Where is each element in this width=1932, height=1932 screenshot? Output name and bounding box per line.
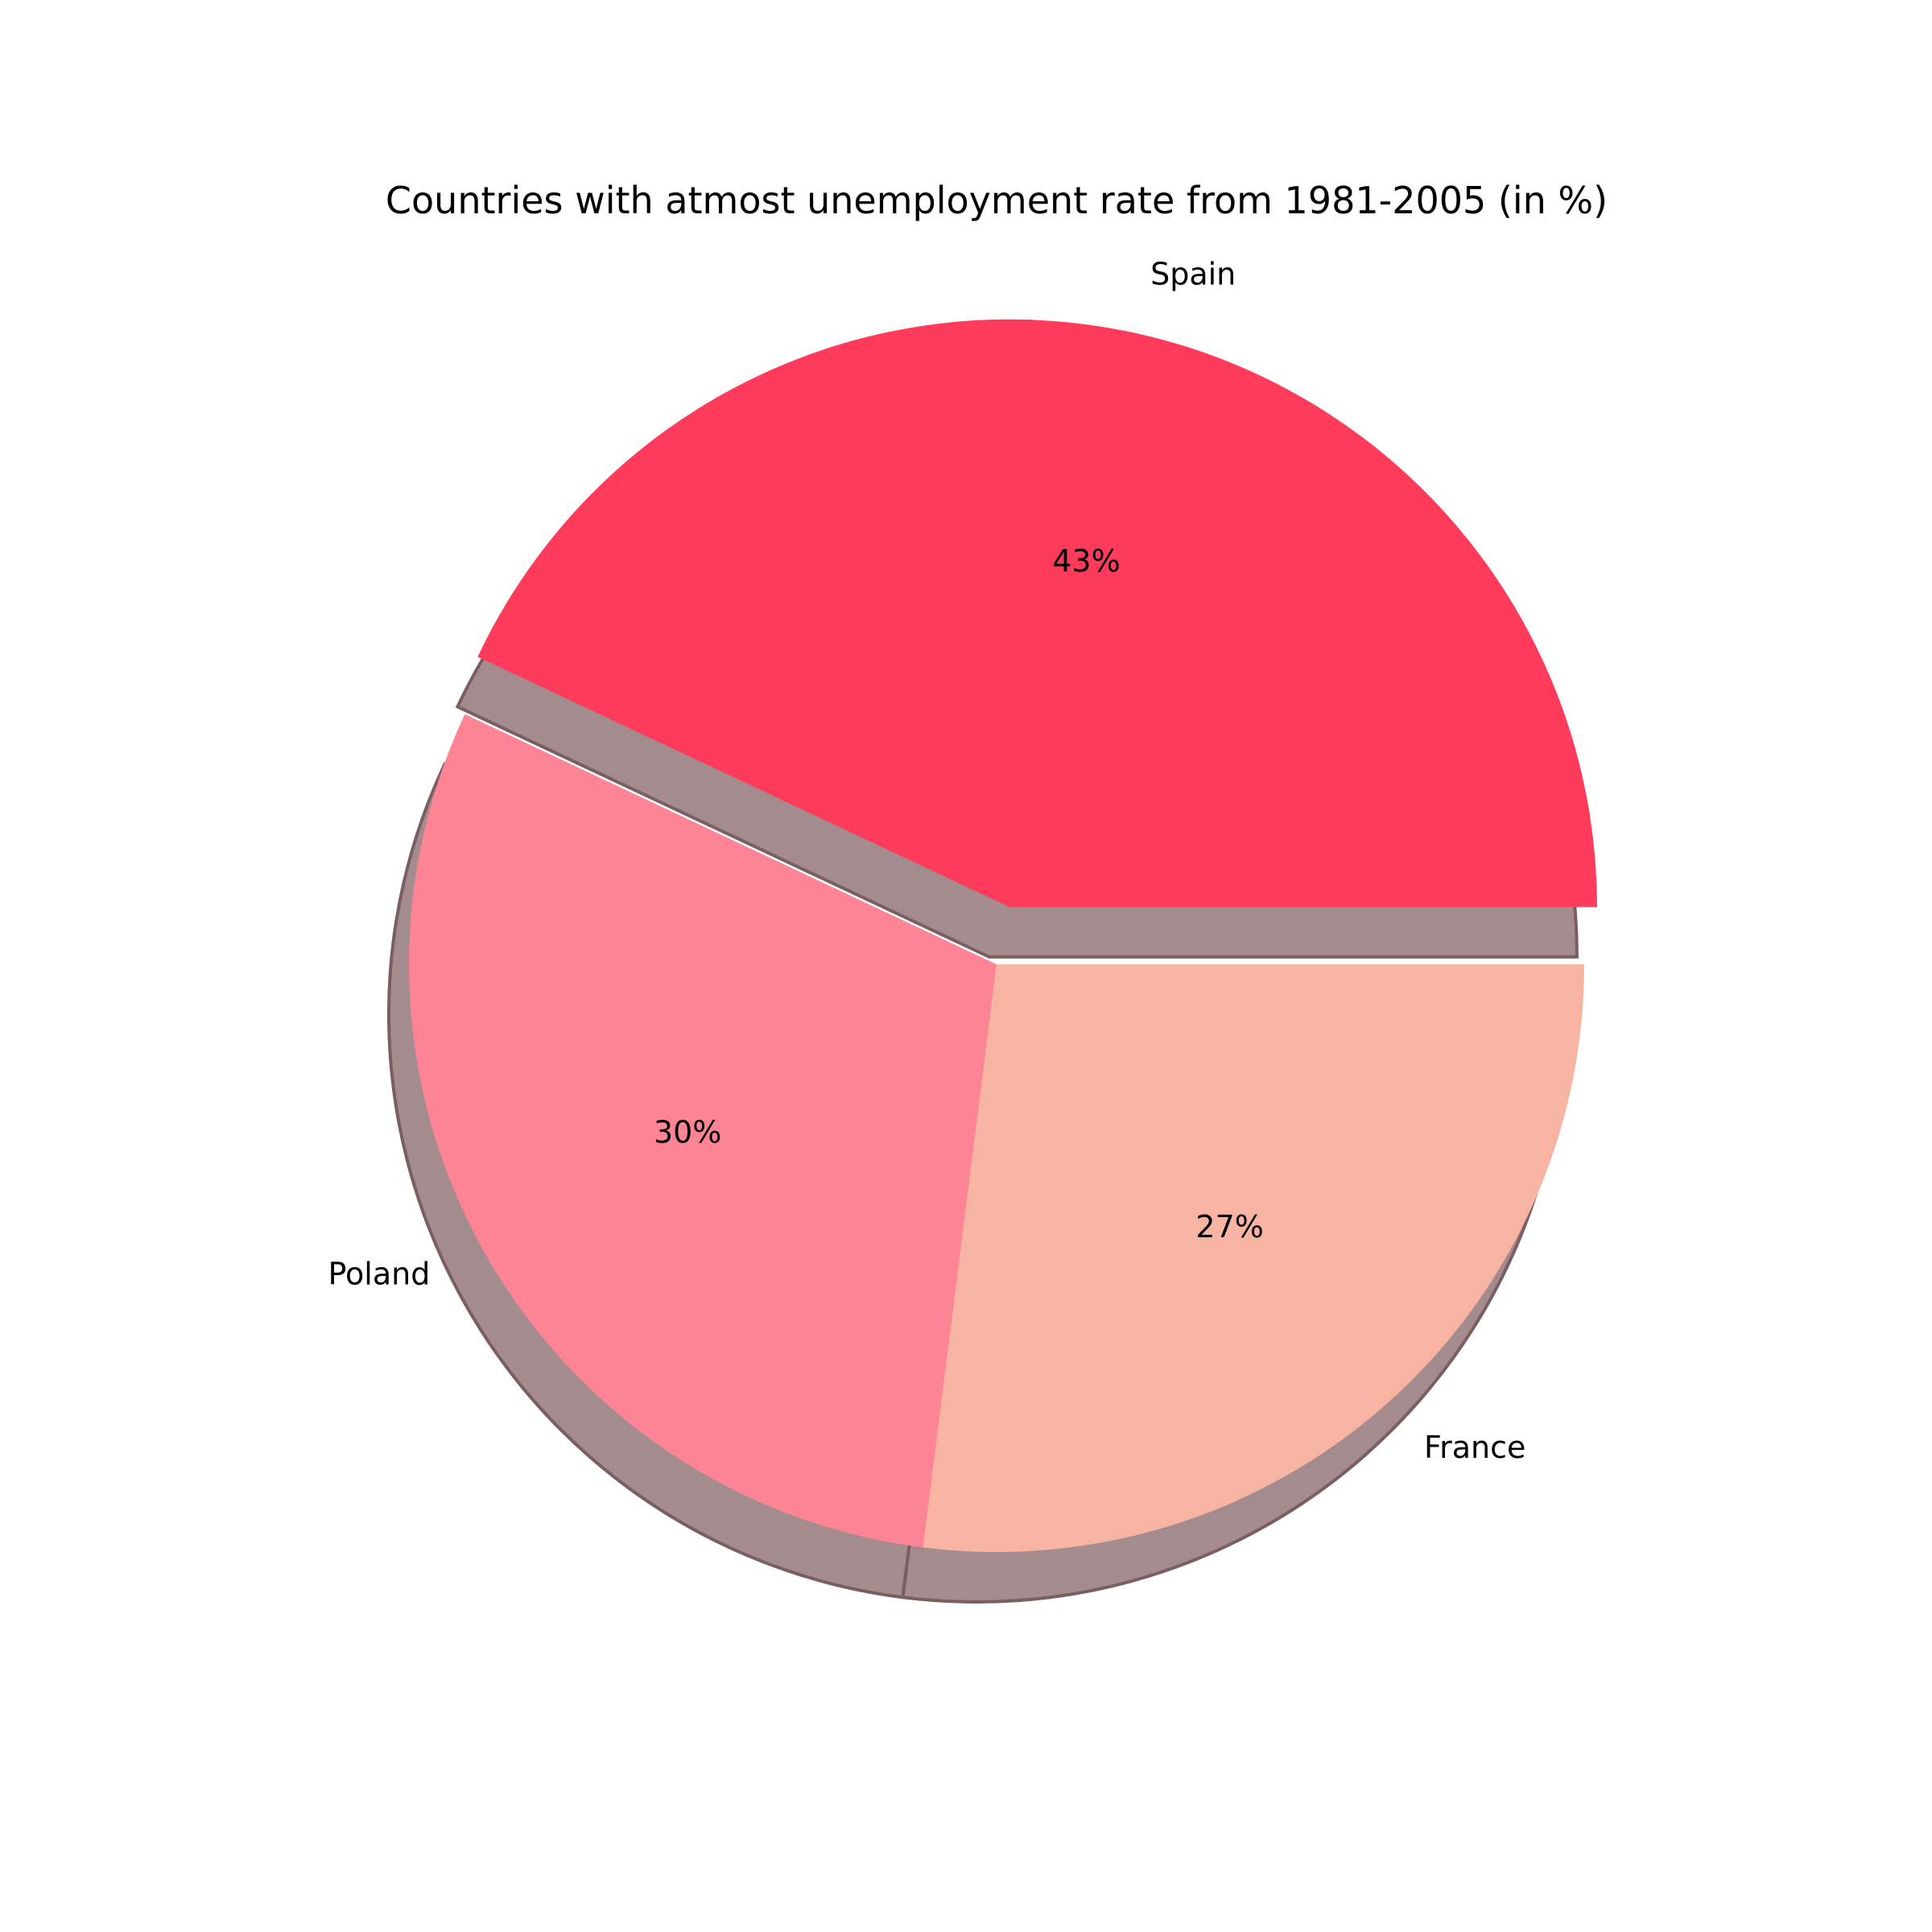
slice-percent-spain: 43% xyxy=(1052,543,1120,579)
slice-percent-poland: 30% xyxy=(654,1115,721,1150)
slice-percent-france: 27% xyxy=(1195,1209,1263,1245)
pie-text-layer: Countries with atmost unemployment rate … xyxy=(328,179,1608,1465)
pie-slice-france xyxy=(923,964,1584,1552)
chart-title: Countries with atmost unemployment rate … xyxy=(386,179,1608,222)
pie-slice-poland xyxy=(408,714,997,1548)
pie-slice-spain xyxy=(477,319,1597,907)
slice-label-spain: Spain xyxy=(1150,257,1236,292)
slice-label-france: France xyxy=(1424,1430,1525,1465)
pie-slice-layer xyxy=(408,319,1597,1552)
slice-label-poland: Poland xyxy=(328,1256,430,1291)
